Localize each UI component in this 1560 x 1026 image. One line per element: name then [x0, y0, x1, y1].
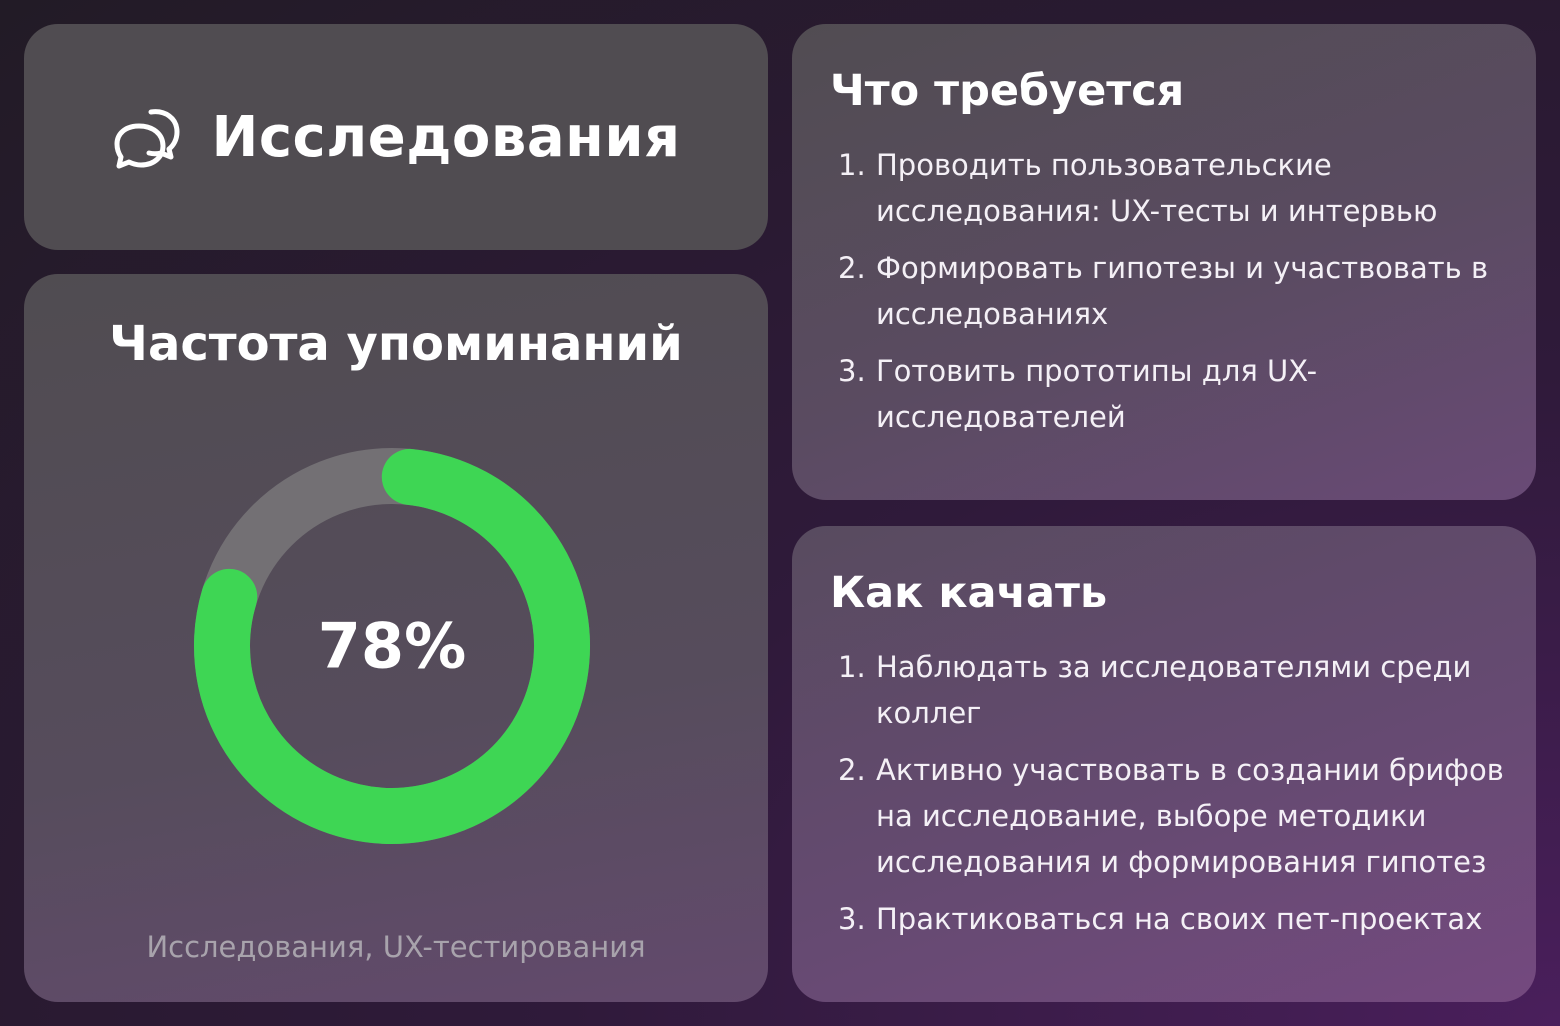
list-item-text: Формировать гипотезы и участвовать в исс…: [876, 251, 1489, 331]
page-title: Исследования: [211, 104, 681, 170]
list-item: 2. Формировать гипотезы и участвовать в …: [830, 245, 1506, 337]
chart-caption: Исследования, UX-тестирования: [146, 930, 646, 964]
list-item: 2. Активно участвовать в создании брифов…: [830, 747, 1506, 885]
list-item-number: 3.: [838, 902, 866, 936]
list-item: 3. Готовить прототипы для UX-исследовате…: [830, 348, 1506, 440]
growth-list: 1. Наблюдать за исследователями среди ко…: [830, 644, 1506, 953]
list-item-text: Практиковаться на своих пет-проектах: [876, 902, 1483, 936]
requirements-title: Что требуется: [830, 66, 1185, 116]
growth-title: Как качать: [830, 568, 1108, 618]
chat-bubbles-icon: [111, 104, 183, 170]
list-item-text: Готовить прототипы для UX-исследователей: [876, 354, 1318, 434]
list-item-number: 2.: [838, 753, 866, 787]
requirements-list: 1. Проводить пользовательские исследован…: [830, 142, 1506, 451]
list-item-number: 1.: [838, 650, 866, 684]
list-item: 3. Практиковаться на своих пет-проектах: [830, 896, 1506, 942]
chart-card: Частота упоминаний 78% Исследования, UX-…: [24, 274, 768, 1002]
donut-chart: 78%: [194, 448, 590, 844]
list-item-number: 3.: [838, 354, 866, 388]
list-item: 1. Наблюдать за исследователями среди ко…: [830, 644, 1506, 736]
title-card: Исследования: [24, 24, 768, 250]
requirements-card: Что требуется 1. Проводить пользовательс…: [792, 24, 1536, 500]
list-item-text: Проводить пользовательские исследования:…: [876, 148, 1438, 228]
donut-center-label: 78%: [318, 610, 466, 683]
list-item-text: Активно участвовать в создании брифов на…: [876, 753, 1504, 879]
list-item-number: 2.: [838, 251, 866, 285]
title-wrap: Исследования: [111, 104, 680, 170]
list-item-text: Наблюдать за исследователями среди колле…: [876, 650, 1472, 730]
donut-arc-filled: [194, 448, 590, 844]
list-item-number: 1.: [838, 148, 866, 182]
chart-title: Частота упоминаний: [109, 316, 683, 372]
growth-card: Как качать 1. Наблюдать за исследователя…: [792, 526, 1536, 1002]
list-item: 1. Проводить пользовательские исследован…: [830, 142, 1506, 234]
